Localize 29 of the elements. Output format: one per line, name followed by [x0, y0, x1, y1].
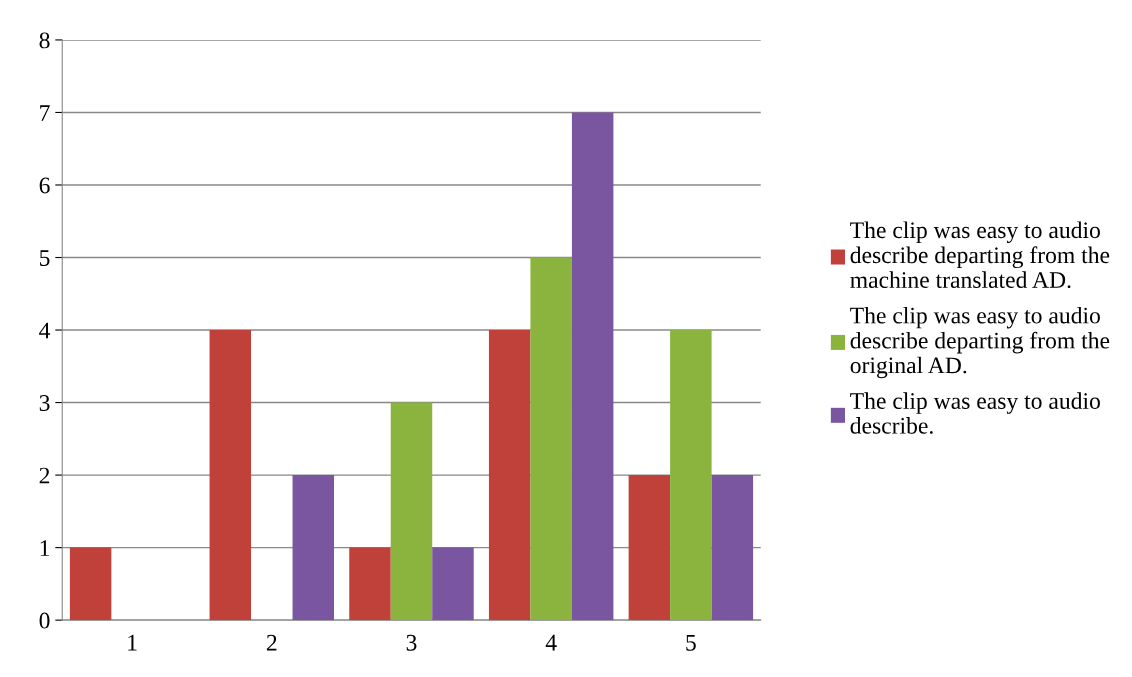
x-tick-label: 4	[545, 634, 557, 651]
x-tick-label: 5	[686, 634, 696, 651]
bar	[209, 330, 252, 621]
bar	[390, 402, 433, 621]
bar	[432, 547, 474, 621]
x-tick-label: 3	[406, 634, 417, 651]
bar	[349, 547, 391, 621]
x-tick-label: 1	[128, 634, 137, 651]
legend-label: The clip was easy to audio describe departing from the original AD.	[850, 306, 1110, 379]
bar	[292, 475, 335, 621]
y-tick-label: 2	[39, 467, 50, 484]
bar	[628, 475, 671, 621]
y-tick-label: 8	[39, 32, 50, 49]
y-tick-label: 4	[39, 322, 51, 339]
legend-label: The clip was easy to audio describe.	[850, 392, 1100, 434]
legend-label: The clip was easy to audio describe departing from the machine translated AD.	[850, 221, 1110, 289]
bar	[711, 475, 754, 621]
bar	[670, 330, 712, 621]
bar	[571, 112, 614, 621]
bar	[488, 330, 531, 621]
x-tick-label: 2	[266, 634, 277, 651]
y-tick-label: 3	[39, 395, 50, 411]
y-tick-label: 7	[40, 105, 50, 121]
y-tick-label: 1	[40, 540, 50, 556]
y-tick-label: 0	[39, 612, 50, 629]
y-tick-label: 6	[39, 177, 50, 194]
y-tick-label: 5	[40, 250, 50, 266]
bar	[530, 257, 572, 621]
bar	[69, 547, 112, 621]
